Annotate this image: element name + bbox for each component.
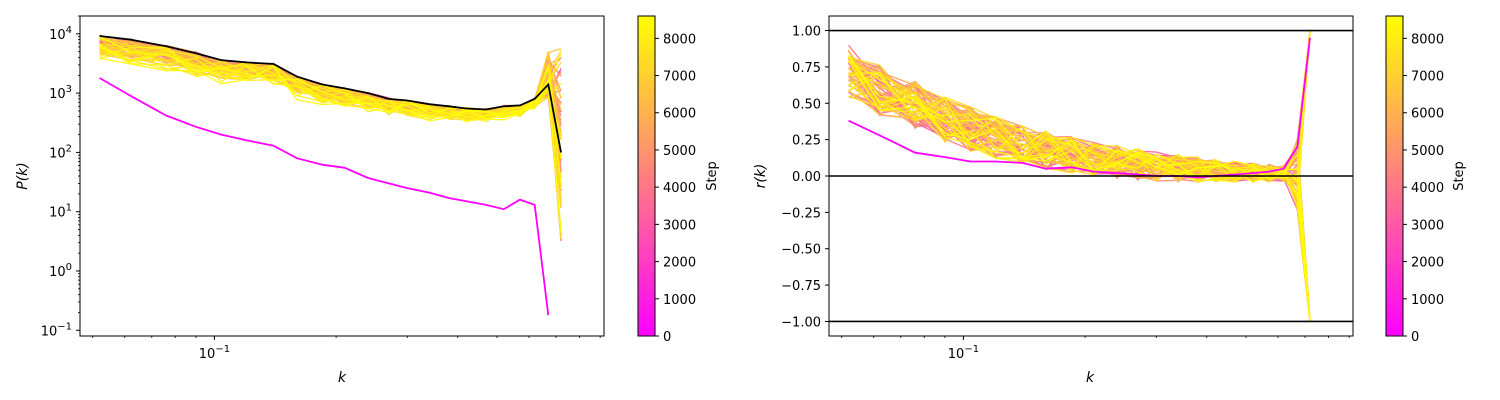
colorbar-tick-label: 0 <box>1411 330 1419 345</box>
p2-y-tick-label: −0.25 <box>781 206 821 221</box>
p1-step-series-line <box>99 45 562 151</box>
p2-y-tick-label: −0.50 <box>781 243 821 258</box>
p1-y-tick-label: 102 <box>49 143 72 161</box>
p2-colorbar-gradient <box>1385 15 1404 337</box>
p2-axis-ticks: 10−1 −1.00 −0.75 −0.50 −0.25 0.00 0.25 0.50 0.75… <box>781 25 1350 362</box>
colorbar-tick-label: 2000 <box>1411 256 1444 271</box>
p2-step-series-line <box>848 30 1311 183</box>
colorbar-tick-label: 8000 <box>1411 32 1444 47</box>
p2-colorbar: 0 1000 2000 3000 4000 5000 6000 7000 8000 Step <box>1385 15 1467 345</box>
p1-lowest-series-line <box>99 77 550 316</box>
p1-y-tick-label: 104 <box>49 25 72 43</box>
p2-y-tick-label: −1.00 <box>781 315 821 330</box>
p2-lowest-series-line <box>848 37 1311 179</box>
colorbar-tick-label: 4000 <box>663 181 696 196</box>
p2-step-series-line <box>848 75 1311 322</box>
p1-highlight-series <box>99 35 562 316</box>
colorbar-tick-label: 7000 <box>1411 70 1444 85</box>
p1-colorbar-ticks: 0 1000 2000 3000 4000 5000 6000 7000 8000 <box>655 32 696 345</box>
p2-x-axis-label: k <box>1086 370 1095 386</box>
p1-step-series-bundle <box>99 34 562 242</box>
p2-y-tick-label: 0.75 <box>792 61 821 76</box>
colorbar-tick-label: 2000 <box>663 256 696 271</box>
colorbar-tick-label: 6000 <box>663 107 696 122</box>
p1-y-tick-label: 103 <box>49 84 72 102</box>
p1-x-axis-label: k <box>338 370 347 386</box>
colorbar-tick-label: 0 <box>663 330 671 345</box>
p1-step-series-line <box>99 51 562 190</box>
p1-colorbar-gradient <box>637 15 656 337</box>
colorbar-tick-label: 3000 <box>1411 218 1444 233</box>
p1-step-series-line <box>99 37 562 239</box>
colorbar-tick-label: 3000 <box>663 218 696 233</box>
p1-step-series-line <box>99 57 562 233</box>
p1-step-series-line <box>99 43 562 233</box>
colorbar-tick-label: 8000 <box>663 32 696 47</box>
p2-step-series-line <box>848 56 1311 322</box>
p1-colorbar: 0 1000 2000 3000 4000 5000 6000 7000 8000 Step <box>637 15 720 345</box>
p1-step-series-line <box>99 46 562 136</box>
p1-colorbar-label: Step <box>705 161 720 191</box>
p1-y-tick-label: 10−1 <box>41 321 72 339</box>
p1-axis-ticks: 10−1 10−1 100 101 102 103 104 <box>41 15 601 362</box>
p1-step-series-line <box>99 51 562 158</box>
p2-step-series-line <box>848 72 1311 322</box>
p2-colorbar-ticks: 0 1000 2000 3000 4000 5000 6000 7000 8000 <box>1403 32 1444 345</box>
colorbar-tick-label: 5000 <box>1411 144 1444 159</box>
p1-y-tick-label: 100 <box>49 262 72 280</box>
p2-y-tick-label: 0.00 <box>792 170 821 185</box>
colorbar-tick-label: 1000 <box>663 293 696 308</box>
panel-correlation: 10−1 −1.00 −0.75 −0.50 −0.25 0.00 0.25 0.50 0.75… <box>753 15 1354 386</box>
p2-y-tick-label: 0.25 <box>792 134 821 149</box>
p2-x-tick-label: 10−1 <box>948 344 979 362</box>
p1-reference-series-line <box>99 35 562 153</box>
p2-y-tick-label: 0.50 <box>792 97 821 112</box>
p2-y-tick-label: 1.00 <box>792 25 821 40</box>
panel-power-spectrum: 10−1 10−1 100 101 102 103 104 k P(k) <box>15 15 605 386</box>
colorbar-tick-label: 1000 <box>1411 293 1444 308</box>
p1-y-tick-label: 101 <box>49 203 72 221</box>
colorbar-tick-label: 5000 <box>663 144 696 159</box>
p2-y-tick-label: −0.75 <box>781 279 821 294</box>
p2-colorbar-label: Step <box>1452 161 1467 191</box>
p1-x-tick-label: 10−1 <box>199 344 230 362</box>
colorbar-tick-label: 6000 <box>1411 107 1444 122</box>
p2-highlight-series <box>829 29 1353 323</box>
p1-step-series-line <box>99 48 562 203</box>
p2-y-axis-label: r(k) <box>753 164 769 189</box>
colorbar-tick-label: 7000 <box>663 70 696 85</box>
p1-y-axis-label: P(k) <box>15 162 31 189</box>
colorbar-tick-label: 4000 <box>1411 181 1444 196</box>
p2-step-series-line <box>848 60 1311 322</box>
p1-step-series-line <box>99 36 562 159</box>
